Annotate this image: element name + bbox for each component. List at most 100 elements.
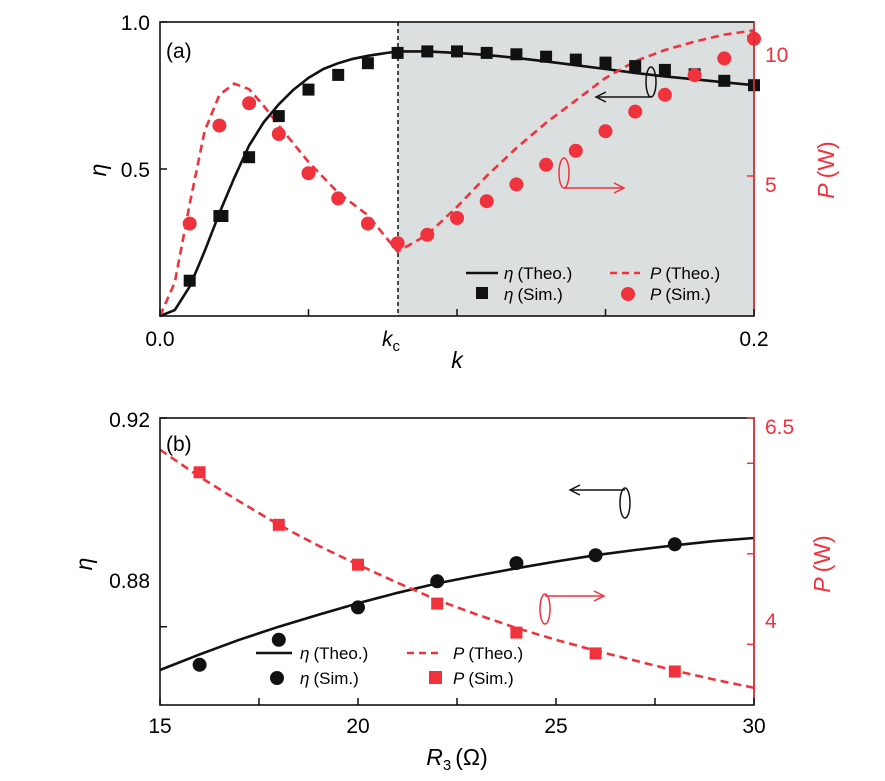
data-point xyxy=(629,60,642,73)
legend-p-sim-text: (Sim.) xyxy=(468,669,513,688)
legend-p-theo: P (Theo.) xyxy=(453,644,523,663)
x-tick-label: 0.0 xyxy=(145,328,174,351)
data-point xyxy=(657,87,672,102)
legend-eta-sim: η (Sim.) xyxy=(300,669,359,688)
data-point xyxy=(301,166,316,181)
b-markers xyxy=(192,466,682,678)
legend: η (Theo.) η (Sim.) P (Theo.) P (Sim.) xyxy=(256,644,523,688)
data-point xyxy=(598,124,613,139)
data-point xyxy=(510,48,523,61)
y-right-axis-unit: (W) xyxy=(809,535,835,572)
panel-label: (a) xyxy=(166,40,192,63)
data-point xyxy=(568,143,583,158)
y-right-tick-label: 4 xyxy=(765,610,777,633)
data-point xyxy=(391,46,404,59)
legend-eta-sim-symbol: η xyxy=(300,669,309,688)
data-point xyxy=(302,83,315,96)
legend-marker-eta-sim xyxy=(270,671,284,685)
a-curves xyxy=(158,29,755,318)
y-left-axis-label: η xyxy=(85,164,111,177)
x-tick-label: 30 xyxy=(742,715,765,738)
data-point xyxy=(271,127,286,141)
data-point xyxy=(183,274,196,287)
x-tick-label: 15 xyxy=(148,715,171,738)
panel-a: (a) 0.0 0.2 kc k 0.5 1.0 η 5 10 P(W) η (T… xyxy=(85,12,839,373)
a-markers xyxy=(182,31,761,287)
data-point xyxy=(509,177,524,192)
data-point xyxy=(332,68,345,81)
legend-eta-sim-text: (Sim.) xyxy=(517,285,562,304)
data-point xyxy=(431,597,444,610)
y-left-axis-label: η xyxy=(71,558,97,571)
x-tick-label: 20 xyxy=(346,715,369,738)
data-point xyxy=(479,194,494,209)
legend-eta-sim-symbol: η xyxy=(504,285,513,304)
data-point xyxy=(539,157,554,172)
data-point xyxy=(599,56,612,69)
y-left-tick-label: 0.92 xyxy=(109,409,150,432)
data-point xyxy=(212,118,227,133)
data-point xyxy=(193,466,206,479)
data-point xyxy=(182,216,197,231)
b-ticks xyxy=(159,417,755,705)
legend-p-theo: P (Theo.) xyxy=(650,264,720,283)
data-point xyxy=(717,51,732,66)
x-tick-label: 0.2 xyxy=(739,328,768,351)
legend-eta-theo-symbol: η xyxy=(504,264,513,283)
series-line xyxy=(158,29,755,317)
data-point xyxy=(271,632,286,647)
panel-b: (b) 15 20 25 30 R3 (Ω) 0.88 0.92 η 4 6.5 … xyxy=(71,409,835,774)
legend-eta-sim-text: (Sim.) xyxy=(313,669,358,688)
legend-p-sim: P (Sim.) xyxy=(650,285,711,304)
legend-marker-p-sim xyxy=(429,671,442,684)
data-point xyxy=(668,665,681,678)
y-right-tick-label: 5 xyxy=(765,174,777,197)
legend-p-sim-symbol: P xyxy=(453,669,465,688)
data-point xyxy=(421,45,434,58)
data-point xyxy=(510,626,523,639)
data-point xyxy=(430,574,445,589)
data-point xyxy=(242,96,257,111)
kc-label-sub: c xyxy=(393,338,401,355)
right-arrow-annotation xyxy=(539,590,606,625)
legend-eta-theo-text: (Theo.) xyxy=(517,264,572,283)
data-point xyxy=(658,63,671,76)
legend-p-theo-symbol: P xyxy=(453,644,465,663)
y-right-tick-label: 6.5 xyxy=(765,416,794,439)
x-axis-label-main: R xyxy=(426,744,443,770)
data-point xyxy=(390,236,405,251)
legend-eta-theo-text: (Theo.) xyxy=(313,644,368,663)
data-point xyxy=(450,211,464,225)
y-right-axis-symbol: P xyxy=(813,183,839,199)
data-point xyxy=(451,45,463,58)
data-point xyxy=(272,110,285,123)
legend-p-theo-symbol: P xyxy=(650,264,662,283)
data-point xyxy=(667,537,682,552)
legend-eta-sim: η (Sim.) xyxy=(504,285,563,304)
legend-eta-theo: η (Theo.) xyxy=(300,644,368,663)
x-axis-label-sub: 3 xyxy=(443,757,451,774)
left-arrow-annotation xyxy=(594,66,657,103)
y-left-tick-label: 1.0 xyxy=(121,12,150,35)
x-axis-label-unit: (Ω) xyxy=(455,744,488,770)
legend-p-theo-text: (Theo.) xyxy=(468,644,523,663)
y-right-axis-label: P (W) xyxy=(813,141,839,198)
data-point xyxy=(352,558,364,571)
data-point xyxy=(687,68,702,83)
data-point xyxy=(509,556,524,571)
panel-label: (b) xyxy=(166,433,192,456)
legend-marker-p-sim xyxy=(621,287,635,301)
data-point xyxy=(588,548,603,563)
y-left-tick-label: 0.5 xyxy=(121,159,150,182)
data-point xyxy=(216,210,229,222)
data-point xyxy=(540,50,553,63)
series-line xyxy=(159,536,755,672)
left-arrow-annotation xyxy=(568,484,631,519)
x-tick-label: 25 xyxy=(544,715,567,738)
y-right-axis-label: P (W) xyxy=(809,535,835,592)
legend-p-sim-text: (Sim.) xyxy=(665,285,710,304)
legend-p-theo-text: (Theo.) xyxy=(665,264,720,283)
data-point xyxy=(331,191,346,206)
data-point xyxy=(480,46,493,59)
